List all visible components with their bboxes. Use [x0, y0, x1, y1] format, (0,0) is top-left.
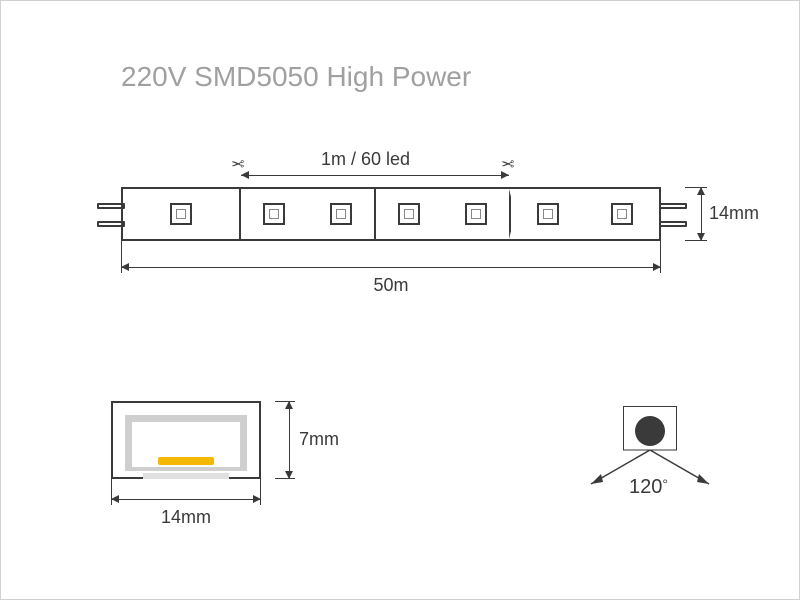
led-strip-body [121, 187, 661, 241]
strip-length-dimension: 50m [121, 257, 661, 297]
cross-section-width-label: 14mm [111, 507, 261, 528]
cross-section-height-label: 7mm [299, 429, 339, 450]
cross-section-height-dimension: 7mm [275, 401, 345, 479]
beam-angle-value: 120 [629, 476, 662, 498]
led-chip [611, 203, 633, 225]
connector-pins-right [659, 195, 687, 235]
strip-segment [511, 187, 661, 241]
led-chip [465, 203, 487, 225]
strip-length-label: 50m [121, 275, 661, 296]
cross-section-base [143, 473, 229, 479]
strip-segment [241, 187, 376, 241]
led-chip [398, 203, 420, 225]
cut-unit-dimension-line [241, 175, 509, 176]
led-chip [170, 203, 192, 225]
strip-segment [376, 187, 511, 241]
led-chip [537, 203, 559, 225]
degree-symbol: ° [662, 476, 668, 492]
beam-angle-diagram: 120° [581, 396, 721, 516]
led-chip [263, 203, 285, 225]
strip-width-dimension: 14mm [685, 187, 745, 241]
scissor-icon: ✂ [501, 153, 514, 173]
cross-section-outer [111, 401, 261, 479]
strip-segment [121, 187, 241, 241]
led-chip [330, 203, 352, 225]
cross-section-width-dimension: 14mm [111, 487, 261, 531]
cross-section-led-emitter [158, 457, 214, 465]
diagram-title: 220V SMD5050 High Power [121, 61, 471, 93]
beam-angle-label: 120° [629, 476, 668, 499]
strip-width-label: 14mm [709, 203, 759, 224]
scissor-icon: ✂ [231, 153, 244, 173]
cut-unit-label: 1m / 60 led [321, 149, 410, 170]
cross-section-casing [125, 415, 247, 471]
